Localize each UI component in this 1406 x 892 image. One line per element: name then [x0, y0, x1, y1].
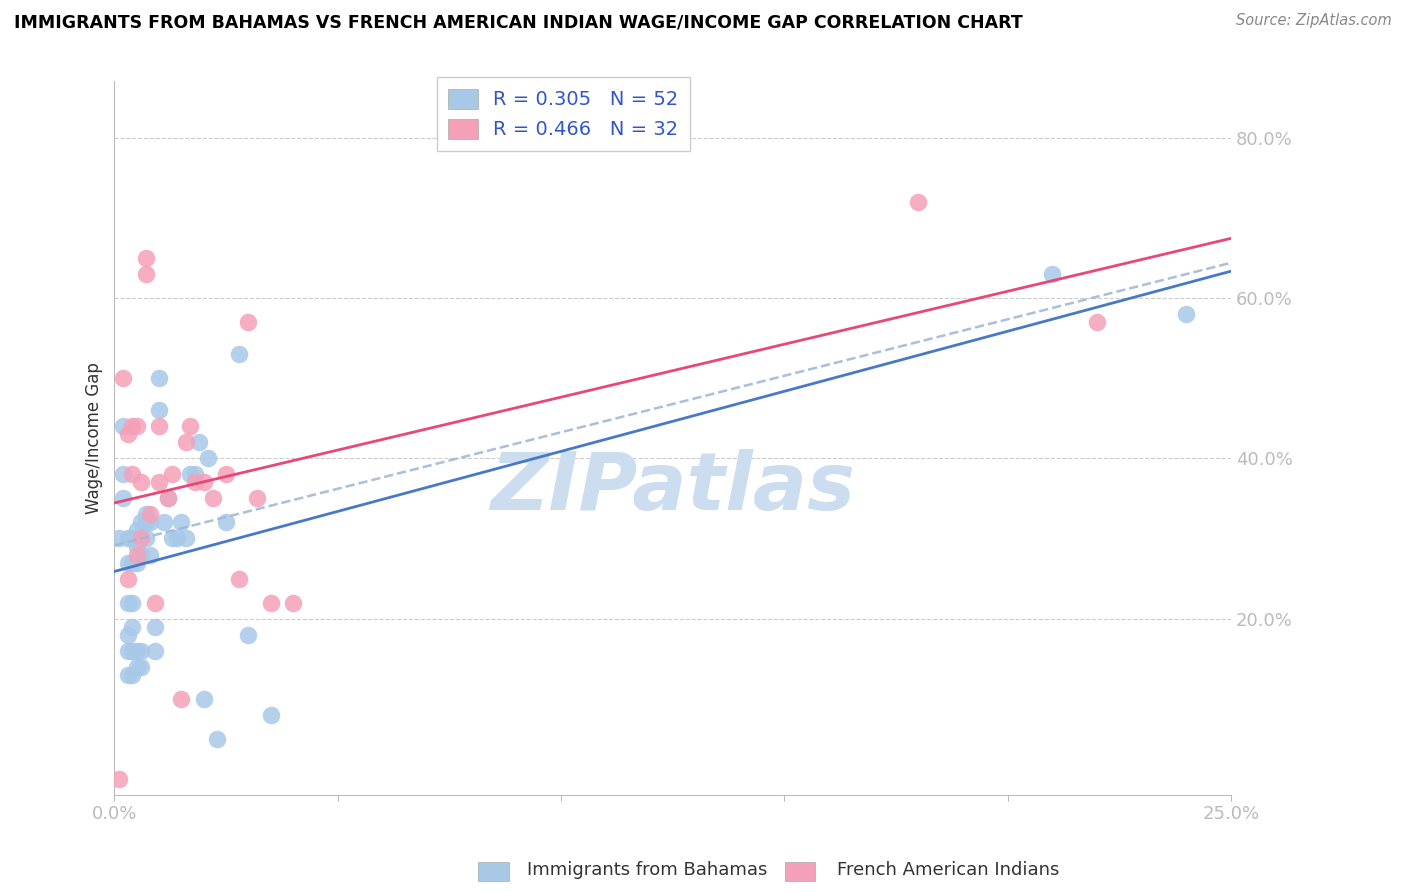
- Point: [184, 475, 207, 490]
- Point: [148, 475, 170, 490]
- Point: [135, 251, 157, 265]
- Point: [117, 667, 139, 681]
- Point: [148, 403, 170, 417]
- Point: [108, 532, 131, 546]
- Point: [112, 467, 135, 482]
- Point: [156, 491, 179, 506]
- Point: [121, 556, 143, 570]
- Point: [125, 419, 148, 434]
- Point: [121, 419, 143, 434]
- Point: [117, 628, 139, 642]
- Point: [228, 572, 250, 586]
- Point: [125, 644, 148, 658]
- Point: [152, 516, 174, 530]
- Point: [121, 532, 143, 546]
- Point: [907, 194, 929, 209]
- Point: [205, 731, 228, 746]
- Point: [148, 419, 170, 434]
- Point: [129, 644, 152, 658]
- Point: [246, 491, 269, 506]
- Point: [201, 491, 224, 506]
- Point: [179, 467, 201, 482]
- Point: [112, 371, 135, 385]
- Point: [1040, 267, 1063, 281]
- Point: [174, 532, 197, 546]
- Point: [117, 596, 139, 610]
- Point: [121, 667, 143, 681]
- Point: [129, 532, 152, 546]
- Point: [117, 532, 139, 546]
- Text: French American Indians: French American Indians: [837, 861, 1059, 879]
- Point: [129, 660, 152, 674]
- Point: [139, 548, 162, 562]
- Point: [129, 548, 152, 562]
- Point: [112, 419, 135, 434]
- Point: [139, 508, 162, 522]
- Point: [121, 467, 143, 482]
- Point: [179, 419, 201, 434]
- Point: [170, 691, 193, 706]
- Point: [1085, 315, 1108, 329]
- Point: [129, 475, 152, 490]
- Point: [117, 572, 139, 586]
- Text: ZIPatlas: ZIPatlas: [491, 450, 855, 527]
- Point: [1175, 307, 1198, 321]
- Point: [143, 596, 166, 610]
- Point: [260, 596, 283, 610]
- Point: [125, 524, 148, 538]
- Point: [125, 556, 148, 570]
- Point: [112, 491, 135, 506]
- Point: [121, 596, 143, 610]
- Point: [121, 620, 143, 634]
- Text: IMMIGRANTS FROM BAHAMAS VS FRENCH AMERICAN INDIAN WAGE/INCOME GAP CORRELATION CH: IMMIGRANTS FROM BAHAMAS VS FRENCH AMERIC…: [14, 13, 1022, 31]
- Point: [135, 508, 157, 522]
- Point: [215, 467, 238, 482]
- Y-axis label: Wage/Income Gap: Wage/Income Gap: [86, 362, 103, 514]
- Point: [188, 435, 211, 450]
- Point: [238, 315, 260, 329]
- Point: [174, 435, 197, 450]
- Point: [135, 532, 157, 546]
- Point: [162, 467, 184, 482]
- Point: [281, 596, 304, 610]
- Point: [193, 691, 215, 706]
- Point: [125, 548, 148, 562]
- Point: [197, 451, 219, 466]
- Point: [121, 644, 143, 658]
- Point: [125, 540, 148, 554]
- Point: [228, 347, 250, 361]
- Point: [129, 516, 152, 530]
- Point: [148, 371, 170, 385]
- Point: [108, 772, 131, 786]
- Point: [143, 644, 166, 658]
- Point: [162, 532, 184, 546]
- Point: [135, 516, 157, 530]
- Point: [125, 660, 148, 674]
- Point: [238, 628, 260, 642]
- Point: [170, 516, 193, 530]
- Point: [260, 707, 283, 722]
- Text: Source: ZipAtlas.com: Source: ZipAtlas.com: [1236, 13, 1392, 29]
- Point: [215, 516, 238, 530]
- Point: [184, 467, 207, 482]
- Point: [135, 267, 157, 281]
- Text: Immigrants from Bahamas: Immigrants from Bahamas: [527, 861, 768, 879]
- Point: [193, 475, 215, 490]
- Point: [166, 532, 188, 546]
- Point: [117, 644, 139, 658]
- Point: [139, 516, 162, 530]
- Point: [143, 620, 166, 634]
- Point: [117, 556, 139, 570]
- Point: [156, 491, 179, 506]
- Point: [117, 427, 139, 442]
- Legend: R = 0.305   N = 52, R = 0.466   N = 32: R = 0.305 N = 52, R = 0.466 N = 32: [437, 77, 690, 151]
